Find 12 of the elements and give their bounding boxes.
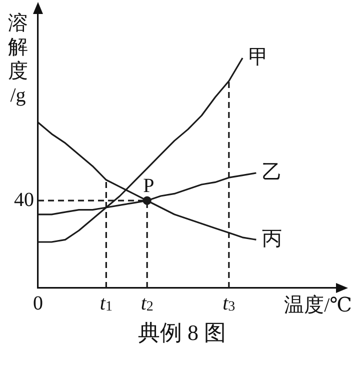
x-axis-title: 温度/℃ [284,294,352,316]
y-axis-title: 溶解度/g [8,12,28,106]
series-label: 甲 [248,46,269,68]
series-label: 乙 [262,161,282,184]
x-tick-label: t3 [222,292,236,315]
x-tick-label: 0 [33,292,43,314]
x-tick-label: t1 [100,292,112,315]
annotation: P [143,174,154,197]
annotation: 40 [14,188,34,211]
text: 典例 8 图 [137,319,227,347]
x-tick-label: t2 [140,292,154,315]
series-label: 丙 [262,228,282,250]
